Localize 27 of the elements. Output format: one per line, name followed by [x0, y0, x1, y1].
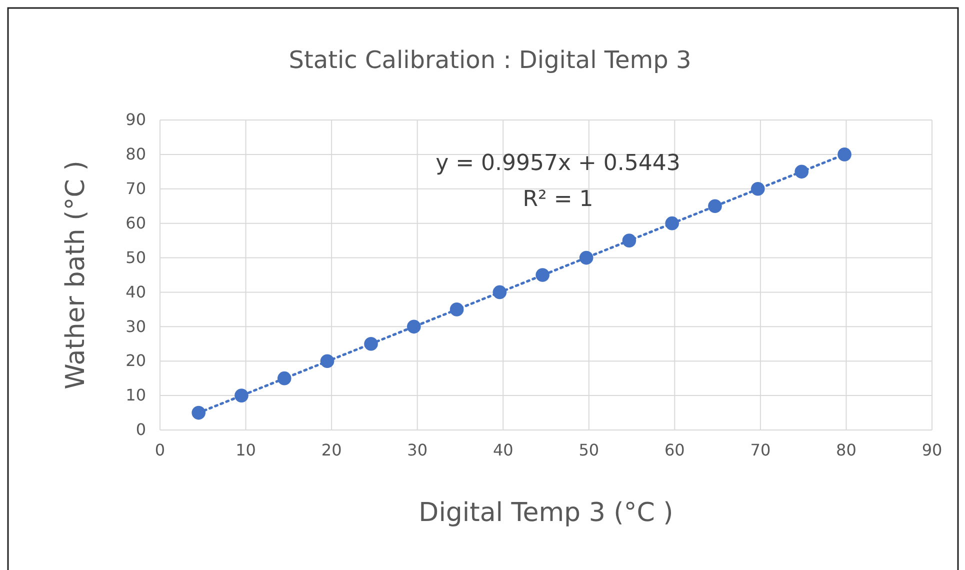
x-tick-label: 50 [578, 440, 600, 460]
y-tick-label: 40 [126, 282, 146, 302]
annotation: R² = 1 [522, 187, 594, 212]
annotation: y = 0.9957x + 0.5443 [436, 151, 680, 176]
y-tick-label: 80 [126, 144, 146, 164]
x-tick-label: 30 [407, 440, 428, 460]
y-tick-label: 10 [126, 386, 146, 405]
point [192, 406, 206, 420]
x-tick-label: 80 [836, 440, 856, 460]
point [838, 148, 852, 162]
x-tick-label: 70 [750, 440, 771, 460]
x-tick-label: 90 [922, 440, 942, 460]
x-tick-label: 10 [236, 440, 256, 460]
x-tick-label: 40 [492, 440, 514, 460]
x-axis-title: Digital Temp 3 (°C ) [418, 498, 674, 528]
y-axis-title: Wather bath (°C ) [61, 160, 91, 390]
y-tick-label: 0 [136, 420, 146, 440]
x-tick-label: 20 [321, 440, 342, 460]
x-tick-label: 0 [154, 440, 166, 460]
x-tick-label: 60 [664, 440, 685, 460]
y-tick-label: 50 [126, 248, 146, 267]
y-tick-label: 70 [126, 179, 146, 198]
y-tick-label: 20 [126, 351, 146, 370]
chart-title: Static Calibration : Digital Temp 3 [288, 46, 692, 74]
y-tick-label: 30 [126, 316, 146, 336]
y-tick-label: 60 [126, 213, 146, 232]
y-tick-label: 90 [126, 110, 146, 130]
